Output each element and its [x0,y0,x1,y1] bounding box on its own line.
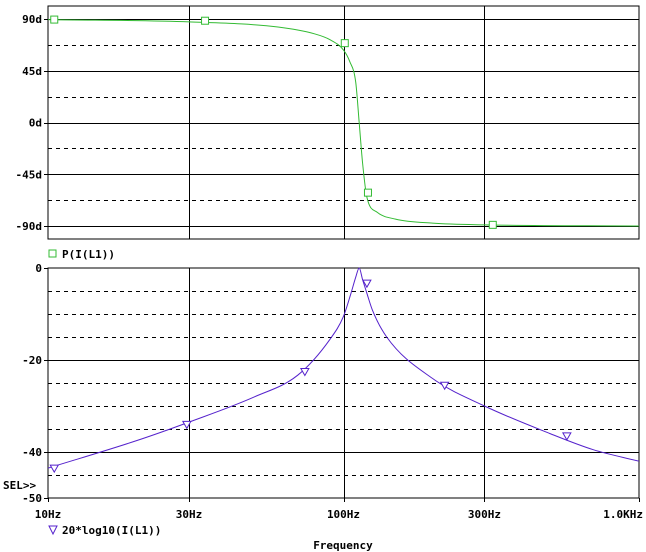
magnitude-data-marker [561,432,572,441]
phase-y-tick-label: -90d [16,220,43,233]
magnitude-grid [48,268,639,498]
x-tick-label: 100Hz [327,508,360,521]
square-marker-icon [48,249,57,258]
phase-data-marker [340,39,349,48]
magnitude-y-tick-labels: 0 -20 -40 -50 [22,262,48,505]
triangle-down-marker-icon [48,525,58,536]
x-tick-label: 30Hz [176,508,203,521]
magnitude-data-marker [49,464,60,474]
phase-y-tick-label: 45d [22,65,42,78]
magnitude-y-tick-label: -40 [22,446,42,459]
magnitude-y-tick-label: 0 [35,262,42,275]
x-axis-title: Frequency [313,539,373,552]
phase-y-tick-label: 90d [22,13,42,26]
x-tick-label: 300Hz [468,508,501,521]
phase-series-line [47,19,640,227]
phase-y-tick-labels: 90d 45d 0d -45d -90d [16,13,48,233]
phase-data-marker [488,220,497,229]
magnitude-y-tick-label: -50 [22,492,42,505]
phase-legend: P(I(L1)) [48,248,115,261]
magnitude-data-marker [299,368,310,377]
magnitude-y-tick-label: -20 [22,354,42,367]
phase-panel: 90d 45d 0d -45d -90d [16,5,640,240]
phase-grid [48,6,639,239]
magnitude-panel: 0 -20 -40 -50 10Hz 30Hz 100Hz 300Hz 1.0KHz [22,262,643,521]
phase-data-marker [50,15,59,24]
magnitude-series-line [47,267,640,469]
x-tick-label: 1.0KHz [603,508,643,521]
x-tick-label: 10Hz [35,508,62,521]
phase-data-marker [201,16,210,25]
phase-legend-label: P(I(L1)) [62,248,115,261]
magnitude-data-marker [439,381,450,391]
phase-y-tick-label: 0d [29,117,42,130]
phase-data-marker [363,188,372,197]
sel-indicator: SEL>> [3,479,36,492]
magnitude-data-marker [362,279,372,289]
phase-series-markers [50,15,497,229]
phase-y-tick-label: -45d [16,168,43,181]
magnitude-legend: 20*log10(I(L1)) [48,524,161,537]
x-tick-labels: 10Hz 30Hz 100Hz 300Hz 1.0KHz [35,498,643,521]
phase-plot-frame [47,5,640,240]
magnitude-legend-label: 20*log10(I(L1)) [62,524,161,537]
magnitude-series-markers [49,279,572,474]
magnitude-data-marker [181,420,192,430]
